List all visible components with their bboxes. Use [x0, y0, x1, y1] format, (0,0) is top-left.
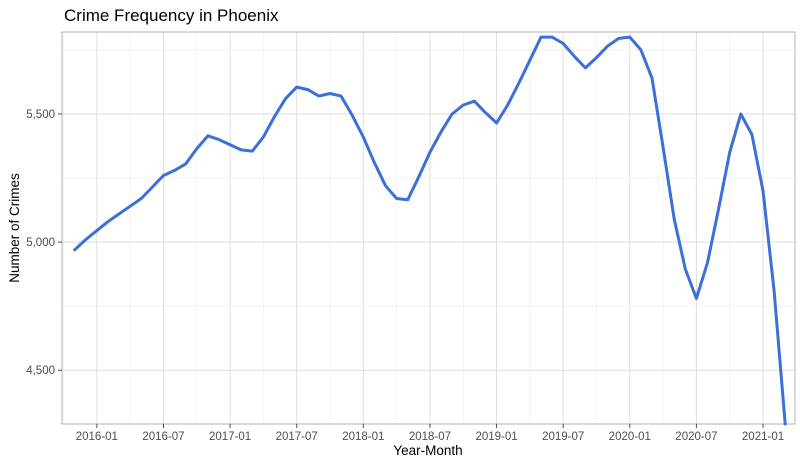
x-tick-label: 2020-07: [675, 431, 717, 443]
y-tick-label: 5,000: [26, 237, 55, 249]
y-tick-label: 5,500: [26, 109, 55, 121]
x-axis: 2016-01 2016-07 2017-01 2017-07 2018-01 2018-…: [76, 424, 784, 443]
series-line: [73, 35, 787, 426]
chart-title: Crime Frequency in Phoenix: [64, 6, 279, 25]
x-tick-label: 2018-01: [342, 431, 384, 443]
x-tick-label: 2021-01: [742, 431, 784, 443]
x-tick-label: 2020-01: [609, 431, 651, 443]
grid: [62, 32, 795, 424]
y-tick-label: 4,500: [26, 365, 55, 377]
y-axis-title: Number of Crimes: [7, 173, 22, 283]
x-tick-label: 2019-01: [475, 431, 517, 443]
x-tick-label: 2016-07: [142, 431, 184, 443]
x-tick-label: 2017-01: [209, 431, 251, 443]
x-axis-title: Year-Month: [393, 443, 462, 458]
x-tick-label: 2019-07: [542, 431, 584, 443]
x-tick-label: 2016-01: [76, 431, 118, 443]
x-tick-label: 2018-07: [409, 431, 451, 443]
y-axis: 4,500 5,000 5,500: [26, 109, 62, 377]
plot-panel-border: [61, 31, 796, 425]
x-tick-label: 2017-07: [276, 431, 318, 443]
